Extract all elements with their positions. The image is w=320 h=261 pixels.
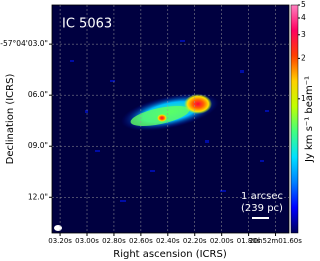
y-tick-label: 06.0" (28, 90, 48, 99)
x-tick-label: 01.80s (237, 237, 261, 245)
colorbar-label: Jy km s⁻¹ beam⁻¹ (304, 76, 315, 163)
colorbar (290, 4, 299, 234)
x-tick-label: 02.60s (129, 237, 153, 245)
x-tick-label: 02.20s (183, 237, 207, 245)
x-axis-label: Right ascension (ICRS) (113, 249, 227, 260)
x-tick-label: 03.00s (75, 237, 99, 245)
colorbar-tick-label: 3 (301, 30, 306, 39)
y-tick-label: -57°04'03.0" (0, 39, 48, 48)
beam (54, 225, 62, 231)
x-tick-label: 20h52m01.60s (249, 237, 302, 245)
x-tick-label: 02.80s (102, 237, 126, 245)
annotation: IC 5063 (62, 17, 112, 32)
y-axis-label: Declination (ICRS) (5, 74, 16, 165)
scale-sublabel: (239 pc) (241, 203, 283, 214)
frame (51, 4, 290, 234)
colorbar-tick-label: 1 (301, 94, 306, 103)
colorbar-tick-label: 2 (301, 53, 306, 62)
image (52, 5, 289, 233)
scale-label: 1 arcsec (241, 191, 283, 202)
x-tick-label: 02.00s (210, 237, 234, 245)
colorbar-tick-label: 4 (301, 13, 306, 22)
x-tick-label: 03.20s (48, 237, 72, 245)
x-tick-label: 02.40s (156, 237, 180, 245)
y-tick-label: 09.0" (28, 141, 48, 150)
colorbar-tick-label: 5 (301, 0, 306, 9)
y-tick-label: 12.0" (28, 192, 48, 201)
